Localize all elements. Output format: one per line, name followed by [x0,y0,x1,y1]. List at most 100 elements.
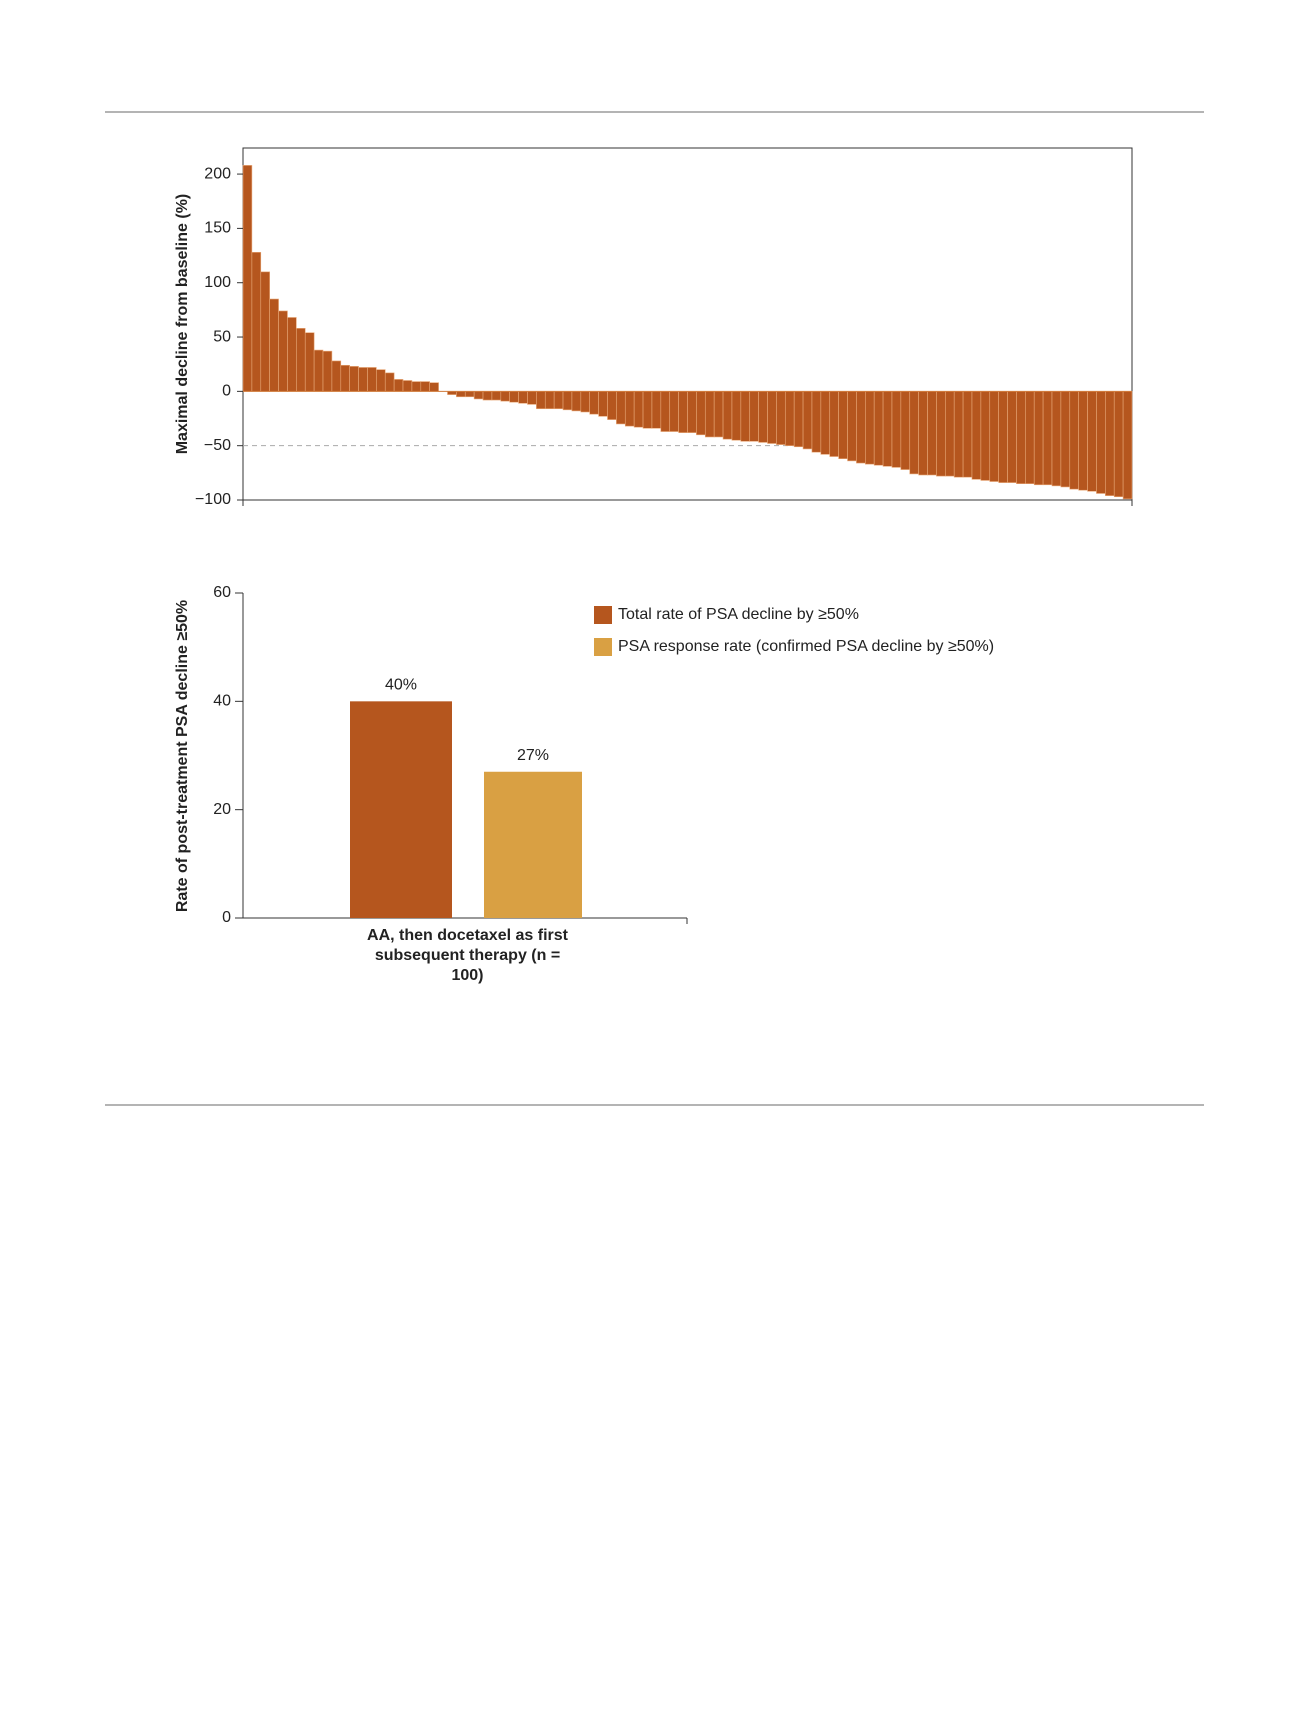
bar [980,391,991,481]
y-tick-label: 200 [204,165,231,182]
legend-label: Total rate of PSA decline by ≥50% [618,606,859,623]
bar [544,391,555,410]
y-tick-label: 20 [213,801,231,818]
y-tick-label: 0 [222,909,231,926]
bar [456,391,466,398]
value-label: 27% [517,747,549,764]
bar [731,391,742,441]
bar [287,317,297,392]
bar [1025,391,1035,485]
bar [847,391,857,462]
legend-swatch [594,606,612,624]
bar [1096,391,1106,494]
bar [367,367,377,392]
bar [696,391,706,436]
bar [802,391,813,450]
x-tick-label: AA, then docetaxel as first subsequent t… [367,927,568,984]
bar [607,391,617,420]
bar [1051,391,1062,487]
bar [420,381,430,392]
bar [322,350,333,392]
bar [1069,391,1079,490]
bar [278,310,288,392]
bar [473,391,484,400]
bar [1078,391,1088,491]
bar [242,165,253,392]
y-tick-label: 40 [213,693,231,710]
bar [527,391,537,405]
bar [1087,391,1097,492]
bar [313,349,324,392]
y-axis-title: Rate of post-treatment PSA decline ≥50% [174,600,191,912]
bar [936,391,946,477]
bar [749,391,759,442]
bar [989,391,999,482]
bar [918,391,928,476]
bar [953,391,964,478]
bar [660,391,671,432]
bar [482,391,493,401]
bar [598,391,608,417]
bar [1105,391,1115,496]
bar [651,391,662,429]
bar [553,391,564,410]
bar [704,391,715,438]
bar [1033,391,1044,486]
bar [1060,391,1071,488]
bar [909,391,919,475]
bar [669,391,679,432]
value-label: 40% [385,677,417,694]
bar [678,391,688,433]
bar [464,391,475,398]
bar [562,391,573,411]
y-tick-label: 150 [204,220,231,237]
bar [331,360,342,392]
bar [642,391,653,429]
bar [402,380,413,392]
bar [571,391,582,412]
bar [793,391,804,448]
bar [1113,391,1124,498]
bar [500,391,510,402]
bar [811,391,822,453]
bar [296,328,306,392]
bar [358,367,368,392]
bar [882,391,893,467]
bar [349,366,359,392]
bar [1007,391,1017,483]
bar [384,372,395,392]
bar [484,771,582,918]
bar [856,391,866,464]
bar [998,391,1008,483]
bar [509,391,519,403]
bar [491,391,502,401]
bar [971,391,982,480]
bar [873,391,884,466]
legend-swatch [594,638,612,656]
bar [1042,391,1053,486]
y-tick-label: 0 [222,383,231,400]
bar [251,251,262,392]
legend-label: PSA response rate (confirmed PSA decline… [618,638,994,655]
bar [776,391,786,445]
bar [962,391,973,478]
bar [838,391,848,460]
bar [900,391,911,470]
bar [260,271,270,392]
bar [829,391,839,457]
bar [713,391,724,438]
bar [580,391,591,413]
bar [767,391,777,444]
bar [891,391,902,468]
y-tick-label: −50 [204,437,231,454]
bar [393,379,404,392]
bar [633,391,644,428]
bar [945,391,955,477]
bar [1122,391,1133,500]
bar [1016,391,1026,485]
bar [304,332,315,392]
bar [758,391,768,443]
bar [820,391,831,455]
